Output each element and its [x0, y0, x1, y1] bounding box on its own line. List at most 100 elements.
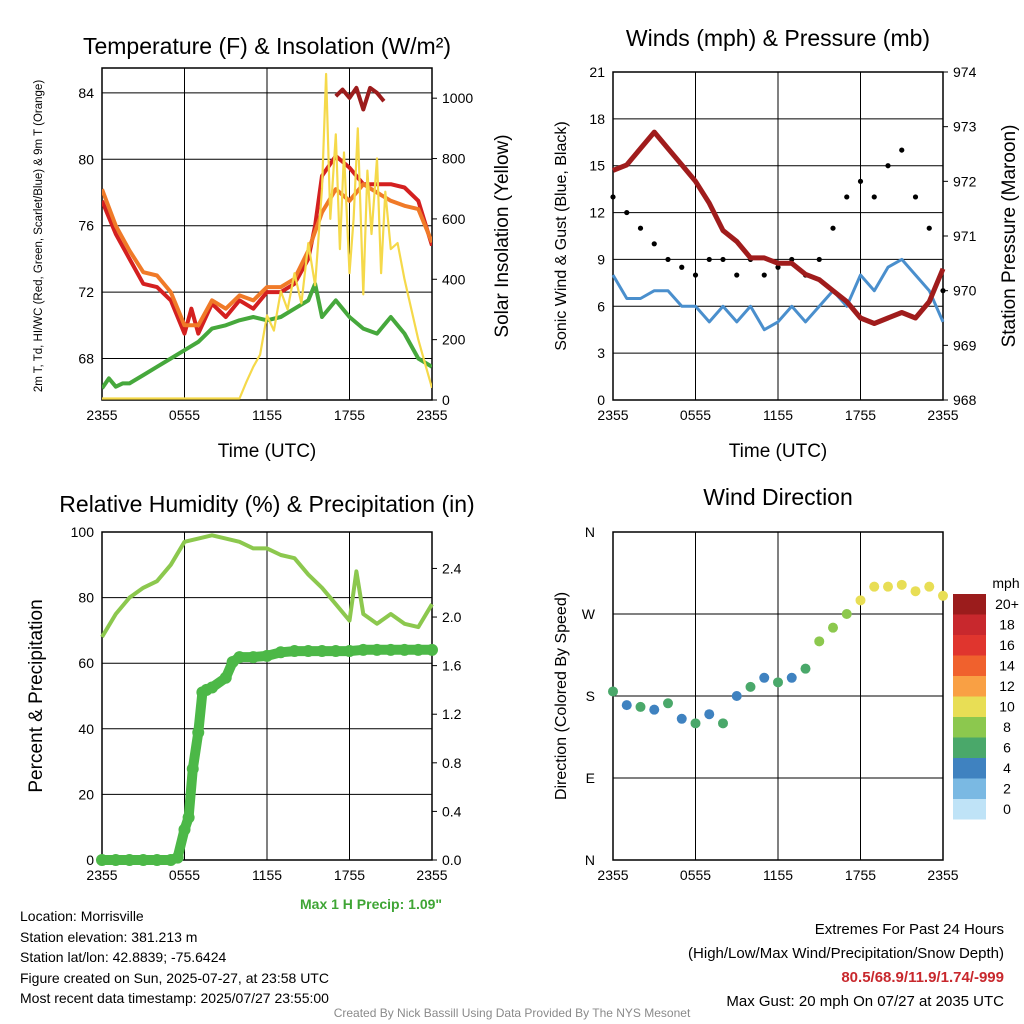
gust-point: [775, 264, 781, 270]
credit-text: Created By Nick Bassill Using Data Provi…: [333, 1006, 691, 1020]
chart-title: Relative Humidity (%) & Precipitation (i…: [59, 491, 474, 517]
direction-point: [745, 681, 756, 692]
legend-title: mph: [992, 575, 1019, 591]
x-tick-label: 1755: [845, 867, 876, 883]
gust-point: [734, 272, 740, 278]
chart-0: 2355 0555 1155 1755 2355 Temperature (F) & In…: [33, 33, 513, 462]
direction-point: [786, 672, 797, 683]
y-tick-label: N: [585, 524, 595, 540]
chart-title: Winds (mph) & Pressure (mb): [626, 25, 930, 51]
x-tick-label: 1155: [763, 867, 793, 883]
y-tick-label: 0: [86, 852, 94, 868]
direction-point: [800, 663, 811, 674]
gust-point: [679, 264, 685, 270]
direction-point: [690, 718, 701, 729]
gust-point: [720, 256, 726, 263]
y-tick-label: 80: [78, 590, 94, 606]
gust-point: [912, 194, 919, 200]
direction-point: [855, 595, 866, 606]
chart-3: 2355 0555 1155 1755 2355 Wind Direction N E S W N D…: [553, 484, 1020, 883]
extremes-values: 80.5/68.9/11.9/1.74/-999: [841, 969, 1004, 986]
x-axis-label: Time (UTC): [218, 441, 317, 462]
legend-label: 12: [999, 678, 1015, 694]
legend-swatch: [953, 655, 986, 676]
direction-point: [759, 672, 770, 683]
series-line-sonic-wind: [611, 257, 945, 332]
gust-point: [651, 241, 657, 247]
legend-swatch: [953, 594, 986, 615]
gust-point: [816, 256, 822, 263]
x-tick-label: 2355: [597, 867, 628, 883]
direction-point: [869, 581, 880, 592]
series-line-pressure: [612, 129, 946, 326]
series-line-9m-t: [102, 182, 432, 328]
y-tick-label: 12: [589, 205, 605, 221]
legend-label: 14: [999, 658, 1015, 674]
y2-tick-label: 970: [953, 283, 977, 299]
y2-axis-label: Solar Insolation (Yellow): [492, 134, 513, 337]
legend-swatch: [953, 717, 986, 738]
extremes-block: Extremes For Past 24 Hours (High/Low/Max…: [688, 918, 1004, 1014]
series-line-solar: [102, 72, 432, 400]
gust-point: [789, 256, 795, 263]
direction-point: [773, 677, 783, 688]
location-text: Location: Morrisville: [20, 908, 144, 924]
created-text: Figure created on Sun, 2025-07-27, at 23…: [20, 969, 329, 986]
gust-point: [610, 194, 616, 200]
y-tick-label: W: [582, 606, 596, 622]
gust-point: [692, 272, 699, 278]
y-tick-label: 0: [597, 392, 605, 408]
legend-label: 6: [1003, 740, 1011, 756]
legend-label: 18: [999, 617, 1015, 633]
y2-tick-label: 0.4: [442, 803, 462, 819]
direction-point: [676, 713, 687, 724]
y2-tick-label: 972: [953, 173, 977, 189]
y-tick-label: E: [586, 770, 595, 786]
chart-2: 2355 0555 1155 1755 2355 Relative Humidity (%…: [26, 491, 475, 883]
plot-frame: [101, 67, 433, 401]
x-tick-label: 2355: [597, 407, 628, 423]
y2-tick-label: 200: [442, 332, 466, 348]
x-tick-label: 2355: [927, 407, 958, 423]
y2-tick-label: 2.4: [442, 560, 462, 576]
y2-tick-label: 2.0: [442, 609, 462, 625]
y-tick-label: 100: [71, 524, 95, 540]
y2-tick-label: 973: [953, 119, 977, 135]
y-tick-label: 18: [589, 111, 605, 127]
direction-point: [883, 581, 893, 592]
y-tick-label: 21: [589, 64, 605, 80]
y2-tick-label: 1.6: [442, 658, 462, 674]
series-line-td: [102, 281, 432, 390]
y2-tick-label: 1000: [442, 90, 473, 106]
direction-point: [731, 691, 742, 701]
x-tick-label: 0555: [169, 407, 200, 423]
station-info: Location: Morrisville Station elevation:…: [20, 906, 329, 1009]
recent-text: Most recent data timestamp: 2025/07/27 2…: [20, 990, 329, 1006]
legend-label: 4: [1003, 760, 1011, 776]
gust-point: [624, 209, 630, 216]
y2-tick-label: 974: [953, 64, 977, 80]
y2-tick-label: 971: [953, 228, 977, 244]
y-tick-label: 76: [78, 218, 94, 234]
direction-point: [704, 709, 715, 720]
y-axis-label: Direction (Colored By Speed): [553, 592, 570, 800]
direction-point: [841, 609, 852, 619]
x-tick-label: 1755: [334, 407, 365, 423]
legend-swatch: [953, 614, 986, 635]
x-axis-label: Time (UTC): [729, 441, 828, 462]
y2-tick-label: 600: [442, 211, 466, 227]
x-tick-label: 1755: [334, 867, 365, 883]
gust-point: [871, 194, 877, 200]
legend-label: 2: [1003, 781, 1011, 797]
y-tick-label: 72: [78, 284, 94, 300]
max-gust-text: Max Gust: 20 mph On 07/27 at 2035 UTC: [726, 993, 1004, 1010]
y2-axis-label: Station Pressure (Maroon): [999, 125, 1020, 348]
y-tick-label: 3: [597, 345, 605, 361]
speed-legend: mph 20+ 18 16 14 12 10 8 6 4 2 0: [953, 575, 1020, 820]
x-tick-label: 2355: [416, 407, 447, 423]
x-tick-label: 0555: [169, 867, 200, 883]
legend-label: 0: [1003, 801, 1011, 817]
direction-point: [621, 700, 632, 711]
gust-point: [926, 225, 932, 231]
legend-swatch: [953, 778, 986, 799]
